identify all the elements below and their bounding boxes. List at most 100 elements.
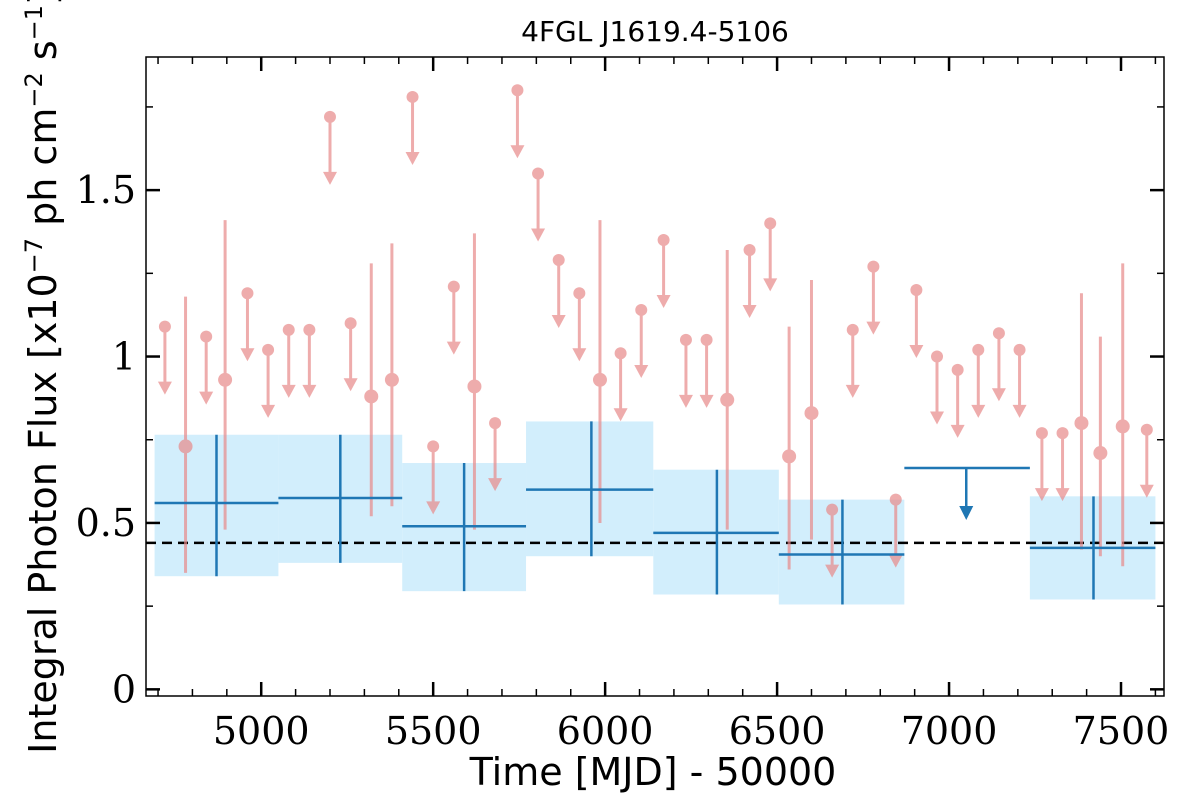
fine-upper-limit-4 (281, 323, 296, 398)
fine-point-0 (178, 439, 193, 454)
fine-ul-point-32 (1013, 343, 1026, 356)
axes: 5000 5500 6000 6500 7000 7500 0 0.5 1 1.5 (76, 56, 1170, 753)
chart-title: 4FGL J1619.4-5106 (521, 15, 789, 48)
y-axis-label-suffix: ] (21, 0, 65, 5)
fine-measurement-7 (782, 326, 797, 570)
fine-upper-limit-30 (971, 343, 986, 418)
fine-measurement-6 (720, 250, 735, 530)
fine-ul-arrowhead-7 (343, 378, 358, 392)
fine-upper-limit-32 (1012, 343, 1027, 418)
coarse-measurement-1 (278, 434, 403, 563)
fine-ul-arrowhead-4 (281, 384, 296, 398)
fine-ul-arrowhead-33 (1034, 488, 1049, 502)
fine-point-10 (1093, 446, 1108, 461)
fine-ul-point-16 (614, 347, 627, 360)
fine-ul-point-20 (700, 333, 713, 346)
fine-upper-limit-21 (742, 244, 757, 319)
x-tick-label: 7500 (1073, 709, 1170, 753)
fine-ul-point-21 (743, 244, 756, 257)
fine-ul-point-33 (1035, 427, 1048, 440)
fine-ul-arrowhead-30 (971, 404, 986, 418)
fine-upper-limit-13 (531, 167, 546, 242)
coarse-measurement-0 (154, 434, 279, 577)
fine-upper-limit-16 (613, 347, 628, 422)
fine-upper-limit-35 (1139, 423, 1154, 498)
fine-ul-point-2 (241, 287, 254, 300)
fine-ul-arrowhead-1 (199, 391, 214, 405)
fine-ul-arrowhead-34 (1055, 488, 1070, 502)
coarse-measurement-4 (653, 469, 779, 595)
fine-ul-point-17 (635, 303, 648, 316)
fine-point-2 (364, 389, 379, 404)
fine-ul-arrowhead-18 (656, 295, 671, 309)
fine-ul-arrowhead-19 (678, 394, 693, 408)
coarse-measurement-2 (402, 463, 527, 592)
y-tick-label: 0.5 (76, 501, 136, 545)
fine-upper-limit-12 (510, 84, 525, 159)
fine-ul-point-22 (764, 217, 777, 230)
fine-ul-point-1 (200, 330, 213, 343)
fine-ul-point-4 (282, 323, 295, 336)
fine-upper-limit-20 (699, 333, 714, 408)
y-axis-label-mid: ph cm (21, 108, 65, 238)
fine-point-6 (720, 392, 735, 407)
fine-ul-arrowhead-15 (572, 348, 587, 362)
fine-ul-point-10 (447, 280, 460, 293)
coarse-measurement-5 (778, 499, 905, 605)
fine-ul-arrowhead-22 (763, 278, 778, 292)
fine-ul-point-9 (427, 440, 440, 453)
fine-point-9 (1074, 416, 1089, 431)
fine-ul-arrowhead-6 (322, 171, 337, 185)
fine-ul-arrowhead-27 (909, 344, 924, 358)
fine-upper-limit-2 (240, 287, 255, 362)
fine-ul-arrowhead-32 (1012, 404, 1027, 418)
fine-ul-point-23 (826, 503, 839, 516)
y-axis-label: Integral Photon Flux [x10−7 ph cm−2 s−1] (20, 0, 65, 754)
fine-ul-point-25 (867, 260, 880, 273)
fine-point-5 (592, 372, 607, 387)
fine-ul-point-0 (158, 320, 171, 333)
y-axis-label-mid2: s (21, 40, 65, 72)
fine-measurement-10 (1093, 336, 1108, 557)
fine-ul-arrowhead-14 (551, 315, 566, 329)
fine-ul-point-30 (972, 343, 985, 356)
y-axis-label-exp3: −1 (20, 5, 48, 40)
fine-measurement-1 (218, 220, 233, 530)
fine-ul-arrowhead-21 (742, 305, 757, 319)
coarse-upper-limit-0 (904, 466, 1030, 521)
fine-ul-arrowhead-26 (888, 554, 903, 568)
fine-ul-arrowhead-8 (405, 151, 420, 165)
fine-ul-arrowhead-20 (699, 394, 714, 408)
fine-upper-limit-25 (866, 260, 881, 335)
fine-upper-limit-8 (405, 90, 420, 165)
x-tick-label: 6000 (557, 709, 654, 753)
fine-ul-point-13 (532, 167, 545, 180)
fine-upper-limit-1 (199, 330, 214, 405)
fine-ul-point-31 (992, 327, 1005, 340)
fine-point-11 (1115, 419, 1130, 434)
fine-upper-limit-18 (656, 234, 671, 309)
fine-ul-arrowhead-23 (825, 564, 840, 578)
fine-measurement-2 (364, 263, 379, 517)
fine-ul-arrowhead-13 (531, 228, 546, 242)
x-tick-label: 7000 (901, 709, 998, 753)
coarse-measurement-6 (1029, 496, 1156, 600)
fine-point-1 (218, 372, 233, 387)
fine-point-8 (804, 406, 819, 421)
x-tick-label: 6500 (729, 709, 826, 753)
fine-ul-point-35 (1140, 423, 1153, 436)
fine-ul-point-19 (679, 333, 692, 346)
fine-upper-limit-29 (950, 363, 965, 438)
fine-upper-limit-15 (572, 287, 587, 362)
fine-measurement-5 (592, 220, 607, 523)
fine-point-3 (384, 372, 399, 387)
x-tick-label: 5500 (385, 709, 482, 753)
fine-ul-point-15 (573, 287, 586, 300)
fine-ul-point-27 (910, 283, 923, 296)
fine-ul-arrowhead-29 (950, 424, 965, 438)
fine-ul-point-11 (489, 417, 502, 430)
y-tick-label: 1.5 (76, 168, 136, 212)
fine-ul-point-6 (323, 110, 336, 123)
fine-upper-limit-26 (888, 493, 903, 568)
